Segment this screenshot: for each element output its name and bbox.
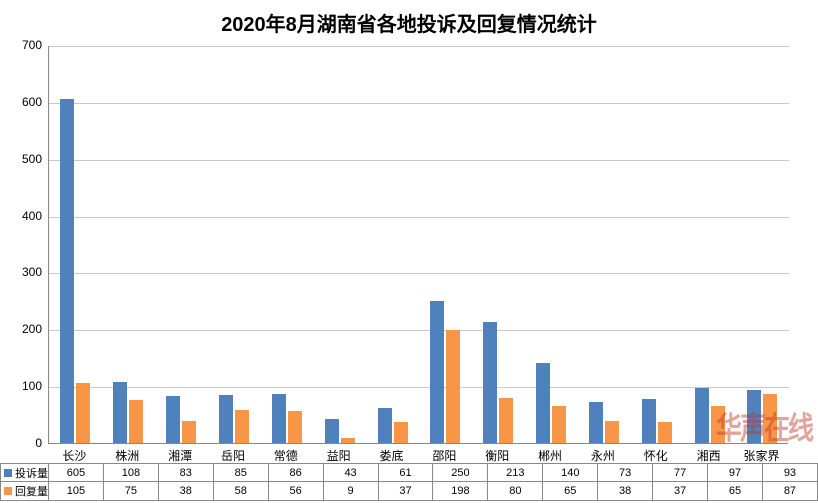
bar-投诉量 xyxy=(219,395,233,443)
legend-label: 投诉量 xyxy=(15,465,48,481)
y-tick-label: 0 xyxy=(2,436,42,450)
bar-回复量 xyxy=(658,422,672,443)
table-cell: 73 xyxy=(597,463,652,482)
y-tick-label: 100 xyxy=(2,379,42,393)
x-axis-label: 益阳 xyxy=(312,447,365,464)
table-cell: 85 xyxy=(213,463,268,482)
x-axis-label: 邵阳 xyxy=(418,447,471,464)
bar-回复量 xyxy=(711,406,725,443)
plot-area xyxy=(48,46,788,444)
table-cell: 250 xyxy=(432,463,487,482)
bar-投诉量 xyxy=(695,388,709,443)
legend-swatch xyxy=(4,487,12,495)
table-cell: 213 xyxy=(487,463,542,482)
grid-line xyxy=(49,46,789,47)
grid-line xyxy=(49,387,789,388)
x-axis-label: 怀化 xyxy=(629,447,682,464)
table-cell: 83 xyxy=(158,463,213,482)
bar-投诉量 xyxy=(272,394,286,443)
chart-area: 0100200300400500600700长沙株洲湘潭岳阳常德益阳娄底邵阳衡阳… xyxy=(48,46,788,444)
bar-投诉量 xyxy=(747,390,761,443)
bar-投诉量 xyxy=(589,402,603,444)
table-cell: 87 xyxy=(762,482,818,501)
table-cell: 80 xyxy=(487,482,542,501)
bar-投诉量 xyxy=(536,363,550,443)
chart-title: 2020年8月湖南省各地投诉及回复情况统计 xyxy=(0,0,818,37)
table-row: 投诉量605108838586436125021314073779793 xyxy=(0,463,818,482)
bar-投诉量 xyxy=(483,322,497,443)
legend-cell: 投诉量 xyxy=(0,463,48,482)
bar-回复量 xyxy=(605,421,619,443)
table-cell: 65 xyxy=(707,482,762,501)
legend-cell: 回复量 xyxy=(0,482,48,501)
bar-投诉量 xyxy=(430,301,444,443)
table-cell: 38 xyxy=(158,482,213,501)
table-cell: 605 xyxy=(48,463,103,482)
bar-回复量 xyxy=(288,411,302,443)
y-tick-label: 700 xyxy=(2,38,42,52)
table-cell: 93 xyxy=(762,463,818,482)
table-cell: 56 xyxy=(268,482,323,501)
y-tick-label: 400 xyxy=(2,209,42,223)
grid-line xyxy=(49,103,789,104)
bar-投诉量 xyxy=(642,399,656,443)
bar-回复量 xyxy=(182,421,196,443)
x-axis-label: 娄底 xyxy=(365,447,418,464)
bar-回复量 xyxy=(129,400,143,443)
y-tick-label: 500 xyxy=(2,152,42,166)
chart-container: 2020年8月湖南省各地投诉及回复情况统计 010020030040050060… xyxy=(0,0,818,503)
table-cell: 198 xyxy=(432,482,487,501)
table-cell: 108 xyxy=(103,463,158,482)
legend-swatch xyxy=(4,469,12,477)
table-cell: 38 xyxy=(597,482,652,501)
bar-回复量 xyxy=(552,406,566,443)
bar-回复量 xyxy=(446,330,460,443)
table-cell: 43 xyxy=(323,463,378,482)
bar-回复量 xyxy=(499,398,513,443)
bar-回复量 xyxy=(394,422,408,443)
bar-投诉量 xyxy=(378,408,392,443)
grid-line xyxy=(49,160,789,161)
table-cell: 65 xyxy=(542,482,597,501)
bar-回复量 xyxy=(76,383,90,443)
x-axis-label: 张家界 xyxy=(735,447,788,464)
x-axis-label: 常德 xyxy=(259,447,312,464)
grid-line xyxy=(49,330,789,331)
grid-line xyxy=(49,273,789,274)
bar-投诉量 xyxy=(60,99,74,443)
bar-投诉量 xyxy=(325,419,339,443)
table-cell: 9 xyxy=(323,482,378,501)
x-axis-label: 湘潭 xyxy=(154,447,207,464)
table-cell: 61 xyxy=(378,463,433,482)
x-axis-label: 衡阳 xyxy=(471,447,524,464)
table-cell: 37 xyxy=(652,482,707,501)
x-axis-label: 长沙 xyxy=(48,447,101,464)
table-cell: 105 xyxy=(48,482,103,501)
bar-投诉量 xyxy=(166,396,180,443)
table-cell: 140 xyxy=(542,463,597,482)
y-tick-label: 600 xyxy=(2,95,42,109)
x-axis-label: 株洲 xyxy=(101,447,154,464)
table-cell: 86 xyxy=(268,463,323,482)
x-axis-label: 郴州 xyxy=(524,447,577,464)
x-axis-label: 永州 xyxy=(577,447,630,464)
x-axis-label: 湘西 xyxy=(682,447,735,464)
table-row: 回复量10575385856937198806538376587 xyxy=(0,482,818,501)
table-cell: 37 xyxy=(378,482,433,501)
table-cell: 58 xyxy=(213,482,268,501)
bar-回复量 xyxy=(341,438,355,443)
table-cell: 75 xyxy=(103,482,158,501)
bar-回复量 xyxy=(763,394,777,443)
grid-line xyxy=(49,217,789,218)
y-tick-label: 300 xyxy=(2,265,42,279)
table-cell: 97 xyxy=(707,463,762,482)
bar-投诉量 xyxy=(113,382,127,443)
table-cell: 77 xyxy=(652,463,707,482)
legend-label: 回复量 xyxy=(15,483,48,499)
data-table: 投诉量605108838586436125021314073779793回复量1… xyxy=(0,463,818,501)
x-axis-label: 岳阳 xyxy=(207,447,260,464)
bar-回复量 xyxy=(235,410,249,443)
y-tick-label: 200 xyxy=(2,322,42,336)
